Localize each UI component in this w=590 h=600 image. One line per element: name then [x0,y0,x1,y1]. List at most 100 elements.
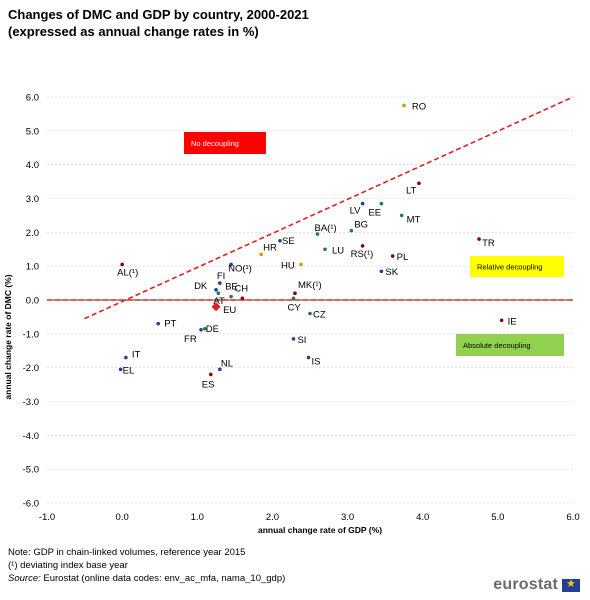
x-tick-label: 2.0 [266,512,279,523]
data-label-lu: LU [332,245,344,256]
data-label-eu: EU [223,305,236,316]
eurostat-logo: eurostat [493,576,580,594]
data-label-pl: PL [397,252,409,263]
data-label-fr: FR [184,334,197,345]
y-tick-label: 3.0 [26,194,39,205]
data-point-nl [218,367,222,372]
data-label-ch: CH [234,283,248,294]
data-point-bg [349,228,354,233]
data-point-ba [315,232,320,236]
data-label-at: AT [213,296,225,307]
data-point-lu [323,247,327,252]
data-point-pl [390,254,395,258]
data-point-si [291,337,296,341]
data-point-is [306,355,311,360]
data-label-ba: BA(¹) [315,223,337,234]
annotation-label: Relative decoupling [477,263,542,272]
data-label-be: BE [225,282,238,293]
data-label-si: SI [297,335,306,346]
data-point-lv [360,201,365,206]
data-label-dk: DK [194,281,208,292]
data-point-tr [477,237,481,241]
decoupling-diagonal-line [84,96,574,320]
data-point-eu [211,302,221,312]
chart-title: Changes of DMC and GDP by country, 2000-… [8,6,309,40]
data-label-sk: SK [385,267,398,278]
data-label-ee: EE [368,208,381,219]
data-label-rs: RS(¹) [351,249,374,260]
x-axis-label: annual change rate of GDP (%) [258,525,382,535]
y-tick-label: 4.0 [26,160,39,171]
data-point-rs [360,244,365,248]
data-point-be [229,294,233,299]
y-tick-label: 0.0 [26,296,39,307]
y-tick-label: -6.0 [23,499,39,510]
data-point-de [203,326,207,331]
data-label-is: IS [311,357,320,368]
eu-flag-icon [562,577,580,592]
data-point-ie [499,318,504,323]
data-label-no: NO(¹) [228,263,252,274]
data-point-dk [214,288,218,292]
y-tick-label: 2.0 [26,228,39,239]
data-label-nl: NL [221,358,233,369]
data-point-fr [199,327,203,332]
data-point-hr [259,252,263,257]
chart-title-line-1: Changes of DMC and GDP by country, 2000-… [8,7,309,22]
data-point-it [124,355,128,360]
x-tick-label: 3.0 [341,512,354,523]
x-tick-label: 6.0 [566,512,579,523]
data-label-mk: MK(¹) [298,280,322,291]
data-label-mt: MT [407,214,421,225]
y-tick-label: -1.0 [23,329,39,340]
data-point-se [278,238,282,243]
data-label-ie: IE [508,316,517,327]
eurostat-logo-text: eurostat [493,576,558,593]
x-tick-label: 4.0 [416,512,429,523]
data-label-it: IT [132,350,141,361]
data-point-cy [291,296,296,301]
source-note: Source: Eurostat (online data codes: env… [8,572,285,585]
y-tick-label: -5.0 [23,465,39,476]
y-tick-label: 5.0 [26,126,39,137]
y-tick-label: -2.0 [23,363,39,374]
data-point-lt [417,181,421,186]
data-label-pt: PT [164,319,176,330]
y-tick-label: 6.0 [26,93,39,104]
note-gdp: Note: GDP in chain-linked volumes, refer… [8,547,246,558]
data-point-sk [379,269,384,274]
data-point-ro [402,103,406,108]
chart-title-line-2: (expressed as annual change rates in %) [8,24,259,39]
data-point-no [229,262,233,267]
x-tick-label: 0.0 [116,512,129,523]
x-tick-label: -1.0 [39,512,55,523]
data-point-pt [156,321,161,326]
data-point-hu [299,262,303,267]
annotation-label: No decoupling [191,139,239,148]
data-point-mk [293,291,297,296]
y-axis-label: annual change rate of DMC (%) [3,274,13,399]
source-text: Eurostat (online data codes: env_ac_mfa,… [40,573,286,584]
data-label-lt: LT [406,185,417,196]
data-point-ee [379,201,384,206]
data-label-de: DE [206,324,219,335]
annotation-box [456,334,564,356]
y-tick-label: -3.0 [23,397,39,408]
source-label: Source: [8,573,41,584]
annotation-box [184,132,266,154]
data-label-fi: FI [217,271,225,282]
data-label-es: ES [202,379,215,390]
annotation-label: Absolute decoupling [463,341,531,350]
data-label-cy: CY [287,302,301,313]
data-point-al [120,262,124,267]
data-label-tr: TR [482,238,495,249]
y-tick-label: -4.0 [23,431,39,442]
data-label-bg: BG [354,220,368,231]
data-label-hu: HU [281,260,295,271]
data-point-mt [399,213,404,218]
x-tick-label: 1.0 [191,512,204,523]
data-label-ro: RO [412,101,426,112]
data-point-ch [240,296,245,301]
data-label-el: EL [123,365,135,376]
